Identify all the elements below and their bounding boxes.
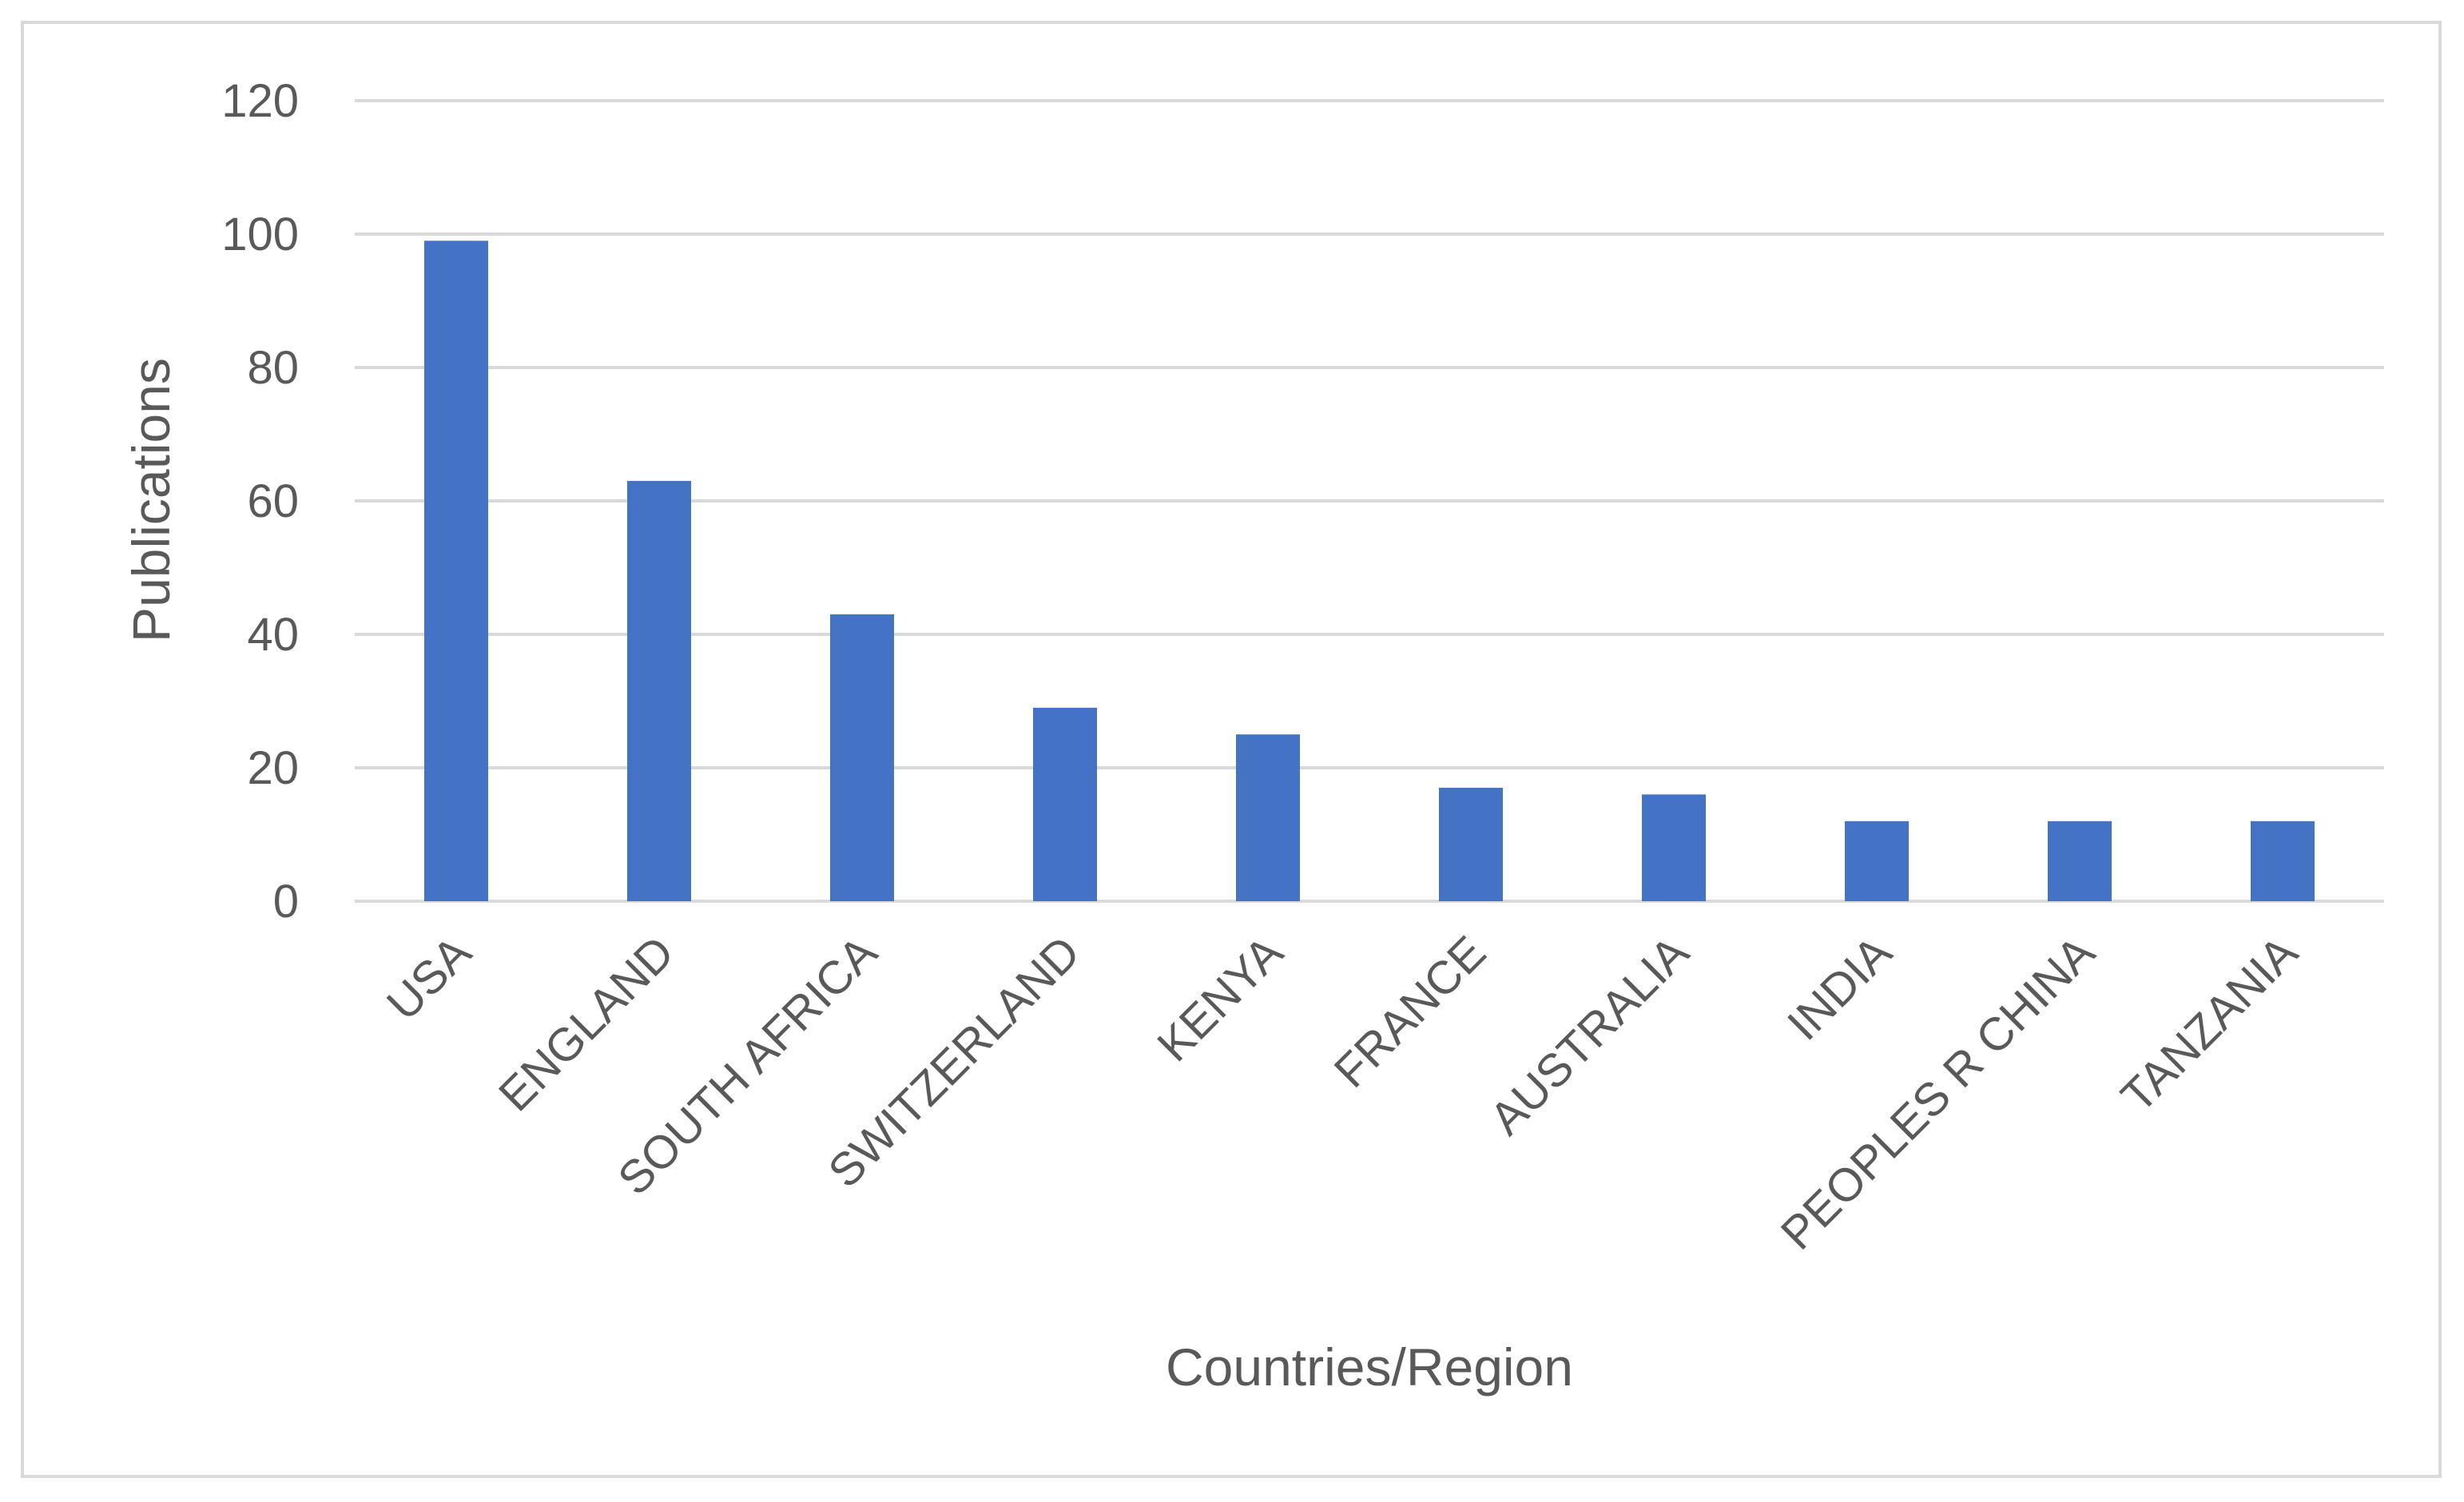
bar (2047, 821, 2112, 901)
x-tick-label: INDIA (1778, 926, 1902, 1051)
bar (1844, 821, 1910, 901)
y-axis-title: Publications (121, 358, 181, 642)
x-tick-label: TANZANIA (2111, 926, 2307, 1123)
bars (423, 240, 2315, 902)
bar (829, 614, 895, 901)
x-tick-label: KENYA (1147, 926, 1293, 1071)
gridlines (355, 99, 2384, 903)
y-tick-label: 120 (221, 75, 299, 127)
bar (626, 480, 692, 901)
x-tick-label: FRANCE (1325, 926, 1496, 1098)
x-axis-title: Countries/Region (1166, 1337, 1573, 1397)
y-tick-label: 100 (221, 209, 299, 260)
x-tick-label: USA (377, 926, 482, 1031)
bar (423, 240, 489, 902)
y-tick-label: 40 (247, 609, 299, 661)
y-tick-label: 80 (247, 342, 299, 394)
bar (1438, 788, 1504, 901)
bar (2250, 821, 2315, 901)
bar (1032, 707, 1098, 901)
y-tick-label: 20 (247, 742, 299, 794)
y-tick-label: 60 (247, 475, 299, 527)
y-axis-ticks: 0 20 40 60 80 100 120 (221, 75, 299, 928)
y-tick-label: 0 (273, 876, 299, 928)
x-tick-label: ENGLAND (489, 926, 684, 1121)
x-tick-label: AUSTRALIA (1480, 926, 1699, 1145)
bar (1235, 734, 1301, 901)
bar (1641, 794, 1707, 901)
